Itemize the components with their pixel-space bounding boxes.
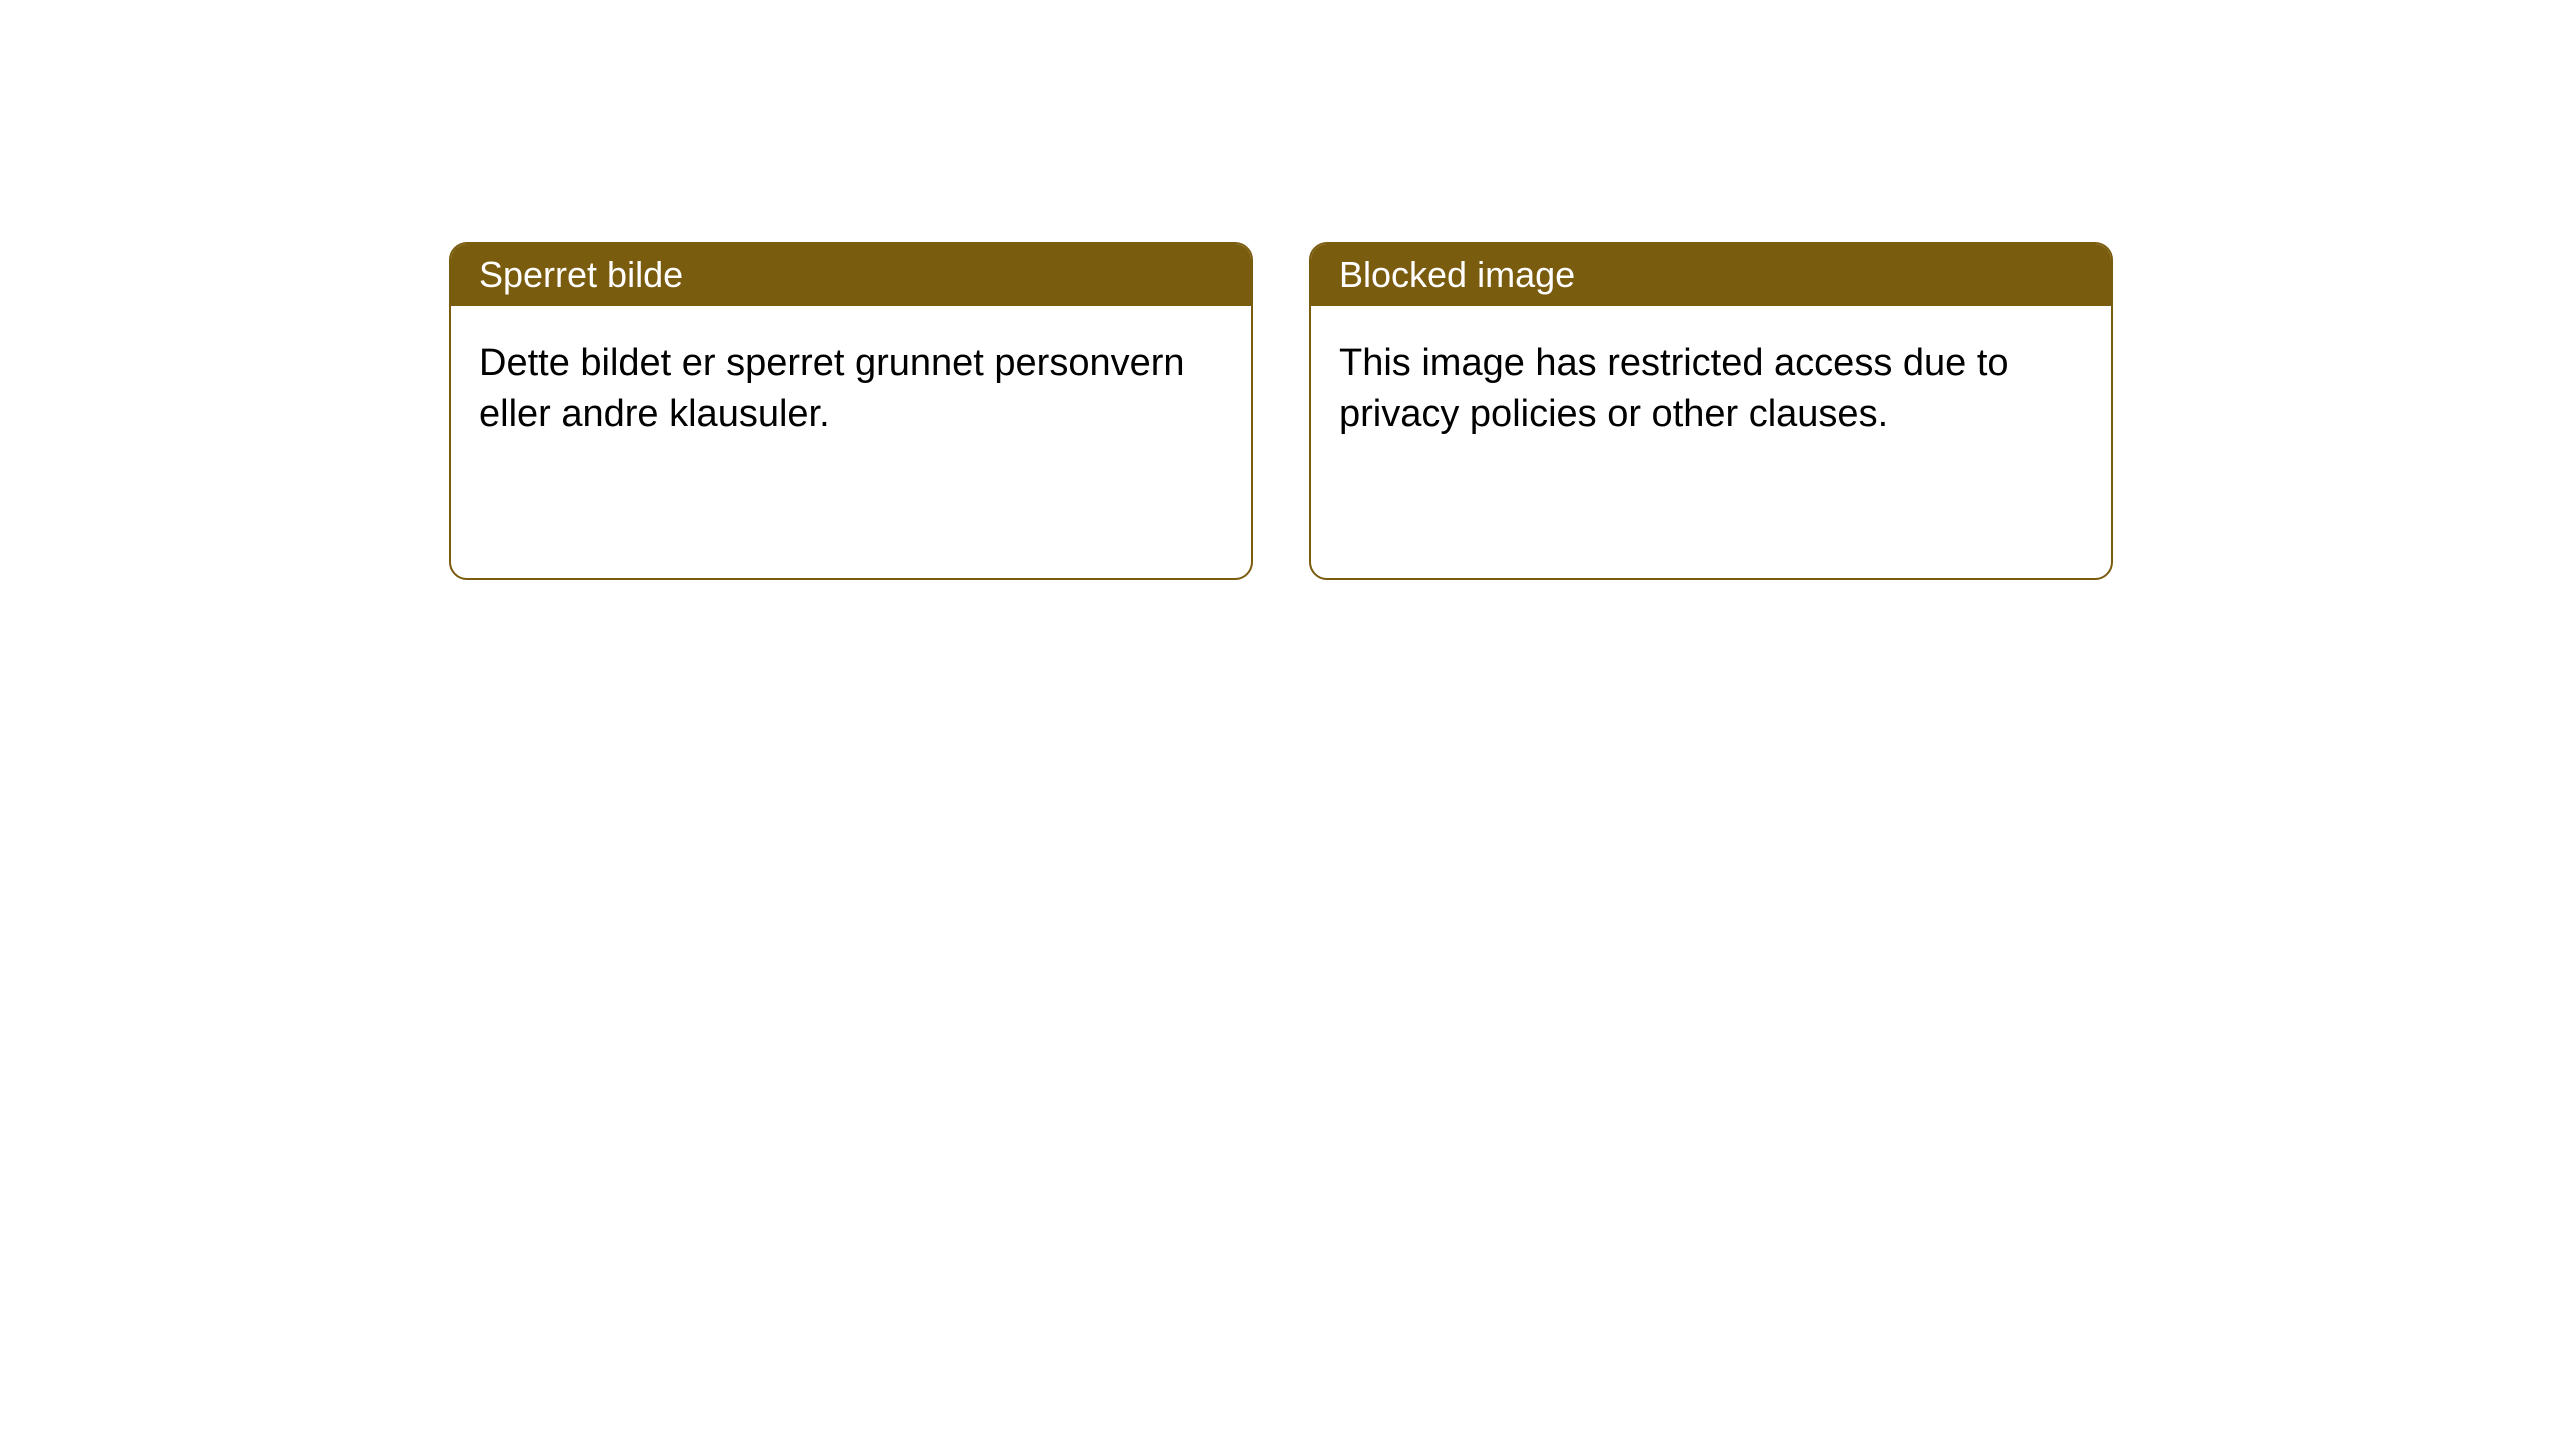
card-body-english: This image has restricted access due to … — [1311, 306, 2111, 473]
notice-container: Sperret bilde Dette bildet er sperret gr… — [0, 0, 2560, 580]
blocked-image-card-norwegian: Sperret bilde Dette bildet er sperret gr… — [449, 242, 1253, 580]
card-title-english: Blocked image — [1311, 244, 2111, 306]
card-title-norwegian: Sperret bilde — [451, 244, 1251, 306]
card-body-norwegian: Dette bildet er sperret grunnet personve… — [451, 306, 1251, 473]
blocked-image-card-english: Blocked image This image has restricted … — [1309, 242, 2113, 580]
